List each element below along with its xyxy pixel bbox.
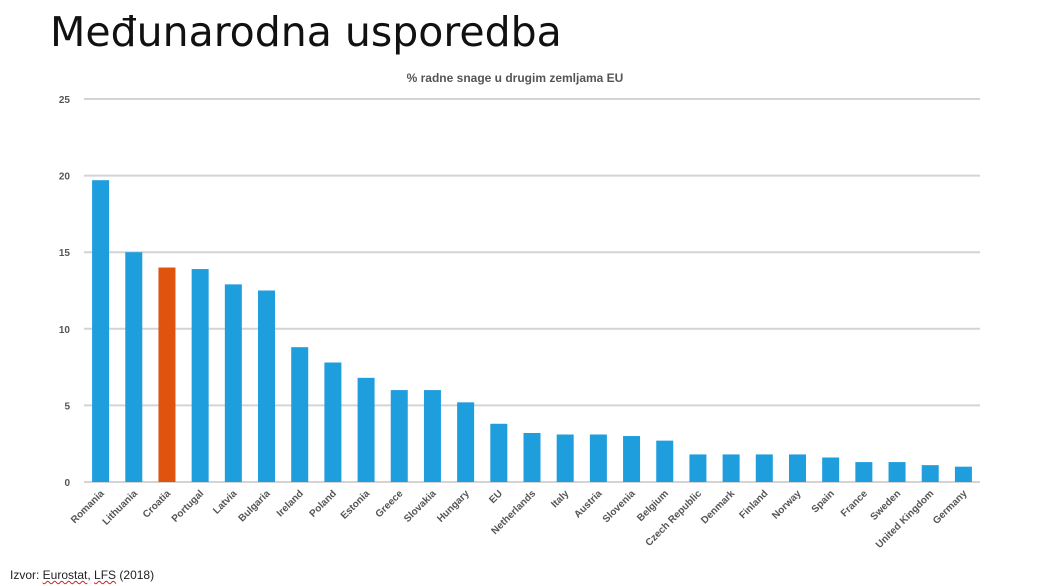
bar-spain — [822, 457, 840, 482]
bar-slovakia — [423, 390, 441, 482]
bar-denmark — [722, 454, 740, 482]
source-lfs: LFS — [94, 568, 117, 582]
bar-lithuania — [125, 252, 143, 482]
y-tick-label: 5 — [64, 401, 70, 412]
bar-norway — [788, 454, 806, 482]
bar-hungary — [457, 402, 475, 482]
x-tick-label: Spain — [810, 488, 837, 515]
x-tick-label: Ireland — [275, 488, 306, 519]
bars — [92, 180, 972, 483]
x-tick-label: Lithuania — [101, 488, 141, 528]
bar-austria — [589, 434, 607, 482]
source-prefix: Izvor: — [10, 568, 43, 582]
bar-ireland — [291, 347, 309, 482]
x-tick-label: Hungary — [435, 488, 472, 525]
y-tick-label: 0 — [64, 478, 70, 489]
x-tick-label: United Kingdom — [874, 488, 936, 550]
bar-eu — [490, 423, 508, 482]
x-tick-label: Slovakia — [402, 488, 439, 525]
bar-belgium — [656, 440, 674, 482]
y-tick-label: 25 — [59, 95, 71, 106]
slide-title: Međunarodna usporedba — [50, 8, 562, 56]
bar-netherlands — [523, 432, 541, 482]
source-eurostat: Eurostat — [42, 568, 88, 582]
x-tick-label: EU — [487, 488, 505, 506]
x-tick-label: Portugal — [170, 488, 207, 525]
bar-finland — [755, 454, 773, 482]
bar-sweden — [888, 462, 906, 482]
x-tick-label: Finland — [737, 488, 770, 521]
bar-bulgaria — [258, 290, 276, 482]
x-tick-label: Latvia — [211, 488, 240, 517]
chart-title: % radne snage u drugim zemljama EU — [407, 71, 624, 85]
x-tick-label: Poland — [308, 488, 339, 519]
x-tick-label: Greece — [374, 488, 406, 520]
source-note: Izvor: Eurostat, LFS (2018) — [10, 568, 154, 582]
y-tick-label: 10 — [59, 325, 71, 336]
y-tick-label: 15 — [59, 248, 71, 259]
bar-poland — [324, 362, 342, 482]
x-tick-label: Czech Republic — [644, 488, 705, 549]
x-tick-label: Slovenia — [601, 488, 638, 525]
bar-slovenia — [623, 436, 641, 482]
gridlines — [84, 98, 980, 483]
bar-latvia — [224, 284, 242, 482]
bar-france — [855, 462, 873, 482]
x-tick-label: France — [839, 488, 870, 519]
x-tick-label: Denmark — [699, 488, 737, 526]
bar-portugal — [191, 269, 209, 482]
bar-romania — [92, 180, 110, 483]
bar-croatia — [158, 267, 176, 482]
x-tick-label: Italy — [549, 488, 571, 510]
x-tick-label: Estonia — [339, 488, 373, 522]
y-axis: 0 5 10 15 20 25 — [59, 95, 71, 489]
x-tick-label: Croatia — [141, 488, 173, 520]
source-year: (2018) — [116, 568, 155, 582]
bar-greece — [390, 390, 408, 482]
bar-czech-republic — [689, 454, 707, 482]
x-tick-label: Germany — [931, 488, 970, 527]
bar-estonia — [357, 377, 375, 482]
x-tick-label: Bulgaria — [237, 488, 273, 524]
source-comma: , — [87, 568, 95, 582]
x-tick-label: Austria — [572, 488, 604, 520]
y-tick-label: 20 — [59, 172, 71, 183]
bar-united-kingdom — [921, 465, 939, 482]
bar-italy — [556, 434, 574, 482]
bar-germany — [954, 466, 972, 482]
x-tick-label: Norway — [770, 488, 804, 522]
